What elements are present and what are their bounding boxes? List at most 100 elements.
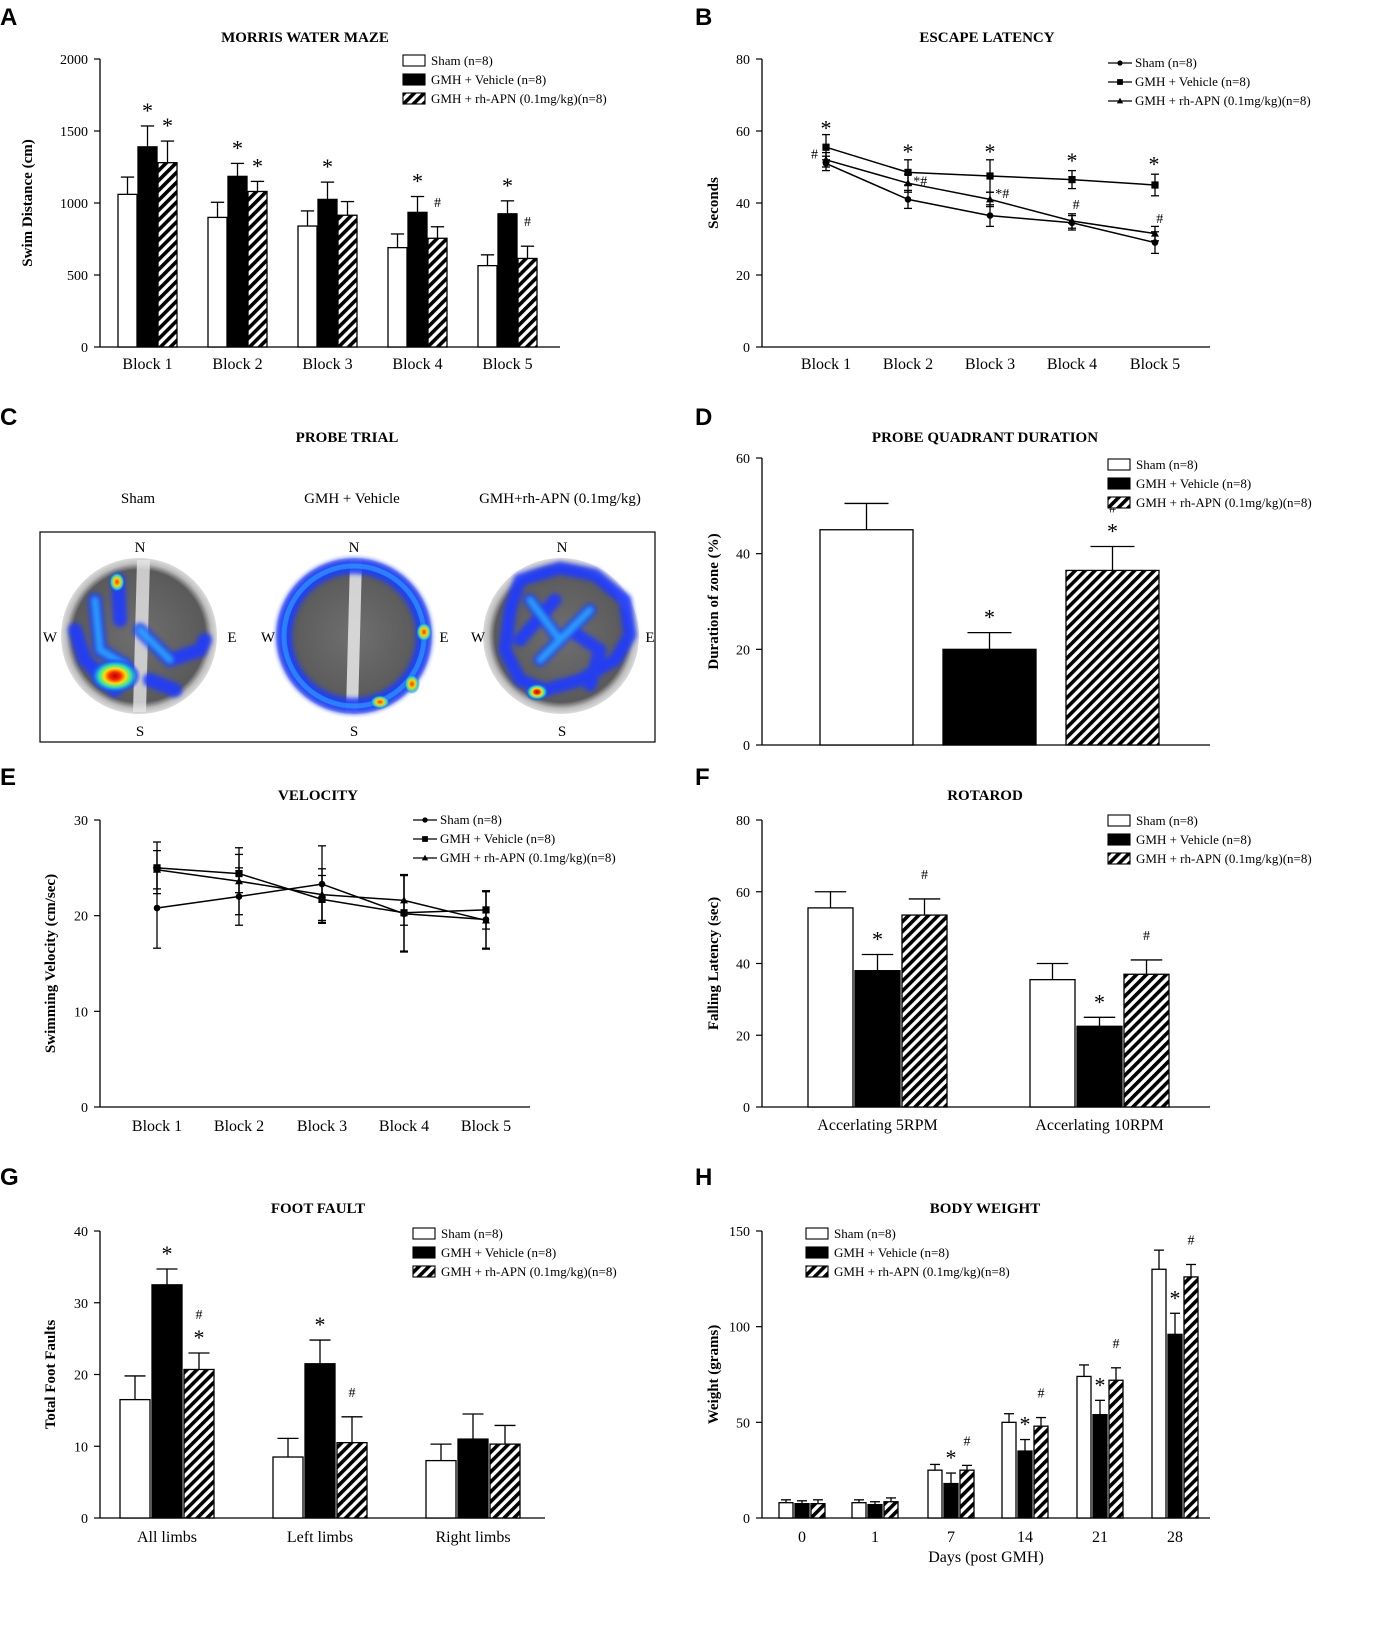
swim-track — [498, 561, 637, 697]
legend-label: Sham (n=8) — [431, 53, 493, 68]
heat-spot — [525, 683, 549, 701]
bar — [1017, 1450, 1033, 1519]
y-tick-label: 80 — [736, 814, 750, 829]
significance-star: * — [984, 605, 995, 630]
line-point — [904, 196, 912, 203]
x-tick-label: Block 3 — [965, 356, 1015, 373]
annotation: * — [1149, 151, 1160, 176]
line-point — [1116, 97, 1124, 104]
legend-label: GMH + rh-APN (0.1mg/kg)(n=8) — [441, 1264, 617, 1279]
significance-star: * — [322, 154, 333, 179]
panel-letter-a: A — [0, 4, 17, 31]
annotation: # — [1073, 198, 1080, 213]
probe-trial-title: PROBE TRIAL — [296, 430, 399, 446]
y-tick-label: 30 — [74, 1297, 88, 1312]
bar — [407, 211, 428, 348]
bar — [489, 1443, 521, 1519]
annotation: # — [1156, 212, 1163, 227]
y-axis-label: Weight (grams) — [706, 1325, 722, 1425]
significance-star: * — [946, 1445, 957, 1470]
line-point — [986, 212, 994, 219]
legend-label: GMH + Vehicle (n=8) — [834, 1245, 949, 1260]
bar — [810, 1503, 826, 1519]
compass-w: W — [43, 630, 58, 646]
x-tick-label: Block 1 — [132, 1118, 182, 1135]
bar — [272, 1456, 304, 1519]
bar — [1001, 1421, 1017, 1519]
bar — [1076, 1025, 1123, 1108]
y-tick-label: 0 — [743, 739, 750, 754]
line-point — [1117, 79, 1123, 85]
bar — [819, 529, 914, 746]
compass-e: E — [645, 630, 654, 646]
x-tick-label: Right limbs — [435, 1529, 510, 1546]
compass-e: E — [227, 630, 236, 646]
y-tick-label: 150 — [729, 1225, 750, 1240]
bar — [227, 175, 248, 348]
y-tick-label: 40 — [736, 197, 750, 212]
bar — [247, 190, 268, 348]
bar — [794, 1503, 810, 1519]
x-tick-label: Block 1 — [122, 356, 172, 373]
bar — [851, 1502, 867, 1519]
legend-label: GMH + rh-APN (0.1mg/kg)(n=8) — [1135, 93, 1311, 108]
bar — [517, 257, 538, 348]
y-tick-label: 20 — [736, 269, 750, 284]
legend-swatch — [1107, 833, 1131, 846]
significance-star: * — [1020, 1412, 1031, 1437]
y-tick-label: 40 — [74, 1225, 88, 1240]
significance-star: * — [315, 1312, 326, 1337]
y-tick-label: 10 — [74, 1440, 88, 1455]
legend-label: GMH + rh-APN (0.1mg/kg)(n=8) — [431, 91, 607, 106]
line-point — [1068, 176, 1076, 184]
significance-hash: # — [1038, 1387, 1045, 1402]
chart-morris-water-maze: MORRIS WATER MAZE 0 500 1000 1500 2000 Swim Di… — [20, 30, 607, 373]
bar — [1029, 978, 1076, 1108]
chart-velocity: VELOCITY 0 10 20 30 Swimming Velocity (cm/sec… — [43, 788, 616, 1135]
y-tick-label: 500 — [67, 269, 88, 284]
y-tick-label: 20 — [736, 1029, 750, 1044]
significance-hash: # — [921, 868, 928, 883]
probe-group-label-apn: GMH+rh-APN (0.1mg/kg) — [479, 491, 641, 507]
significance-hash: # — [964, 1434, 971, 1449]
legend-label: Sham (n=8) — [1135, 55, 1197, 70]
legend-swatch — [412, 1246, 436, 1259]
y-tick-label: 50 — [736, 1416, 750, 1431]
bar — [1065, 569, 1160, 746]
x-tick-label: 1 — [871, 1529, 879, 1546]
x-tick-label: Block 1 — [801, 356, 851, 373]
legend-swatch — [1107, 458, 1131, 471]
y-tick-label: 60 — [736, 452, 750, 467]
line-point — [422, 836, 428, 842]
y-tick-label: 0 — [81, 1512, 88, 1527]
y-axis-label: Swimming Velocity (cm/sec) — [43, 874, 59, 1053]
line-point — [986, 195, 994, 203]
bar — [183, 1368, 215, 1519]
line-point — [153, 865, 161, 873]
legend-swatch — [805, 1227, 829, 1240]
significance-hash: # — [1143, 929, 1150, 944]
significance-hash: # — [349, 1386, 356, 1401]
annotation: * — [821, 115, 832, 140]
x-tick-label: Block 5 — [1130, 356, 1180, 373]
significance-star: * — [142, 98, 153, 123]
significance-hash: # — [1113, 1337, 1120, 1352]
bar — [317, 198, 338, 348]
bar — [867, 1503, 883, 1519]
maze-apn: N S W E — [471, 540, 655, 740]
x-tick-label: 28 — [1167, 1529, 1183, 1546]
annotation: * — [985, 139, 996, 164]
bar — [1092, 1414, 1108, 1519]
line-point — [400, 896, 408, 904]
x-tick-label: Block 2 — [883, 356, 933, 373]
line-point — [422, 817, 428, 823]
legend-swatch — [805, 1265, 829, 1278]
bar — [1123, 973, 1170, 1108]
bar — [1151, 1268, 1167, 1519]
chart-title: MORRIS WATER MAZE — [221, 30, 389, 46]
y-tick-label: 2000 — [60, 53, 88, 68]
x-tick-label: Block 4 — [392, 356, 442, 373]
legend-label: GMH + rh-APN (0.1mg/kg)(n=8) — [1136, 495, 1312, 510]
y-tick-label: 10 — [74, 1005, 88, 1020]
legend-label: GMH + Vehicle (n=8) — [440, 831, 555, 846]
